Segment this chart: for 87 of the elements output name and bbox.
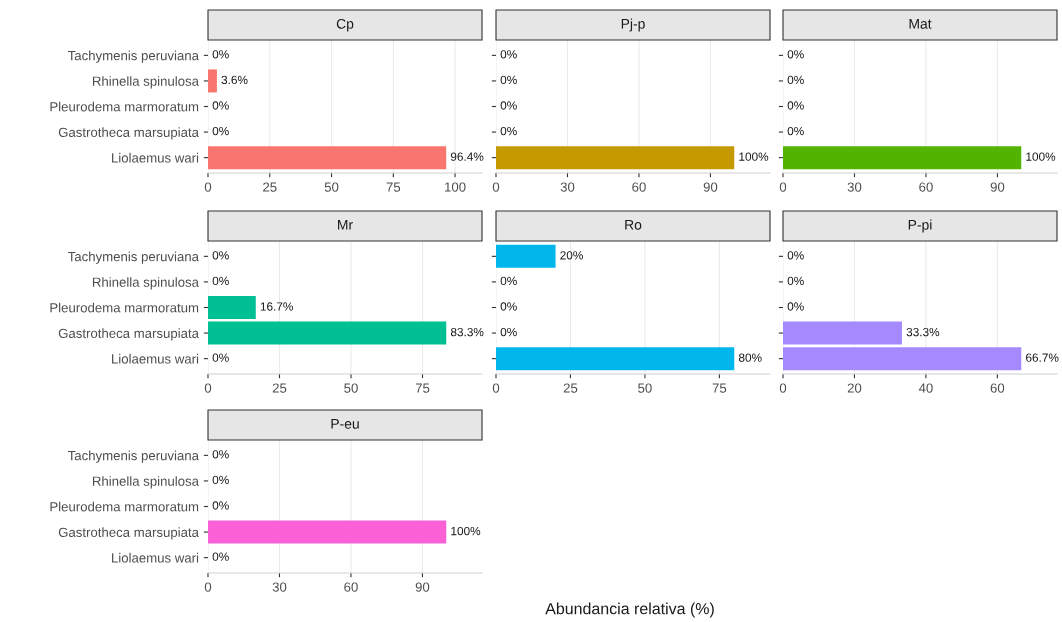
x-tick-label: 60 (990, 383, 1005, 393)
y-tick-label: Pleurodema marmoratum (50, 101, 199, 112)
chart-title: Pj-p (621, 18, 645, 32)
data-label: 16.7% (260, 302, 293, 311)
y-tick-label: Rhinella spinulosa (92, 476, 199, 489)
data-label: 100% (739, 152, 769, 161)
x-tick-label: 60 (344, 582, 358, 592)
data-label: 0% (500, 302, 517, 311)
chart-title: Cp (336, 18, 354, 32)
data-label: 20% (560, 251, 583, 260)
y-tick-label: Liolaemus wari (112, 152, 199, 163)
chart-title: P-pi (908, 219, 932, 233)
data-label: 0% (212, 475, 229, 485)
x-tick-label: 0 (492, 182, 500, 192)
x-tick-label: 0 (204, 182, 212, 192)
data-label: 0% (212, 251, 229, 260)
y-tick-label: Gastrotheca marsupiata (58, 527, 199, 540)
data-label: 33.3% (906, 327, 940, 337)
x-tick-label: 20 (847, 383, 862, 393)
x-tick-label: 30 (560, 182, 575, 192)
x-tick-label: 0 (204, 582, 212, 592)
x-tick-label: 30 (272, 582, 287, 592)
x-tick-label: 90 (990, 182, 1005, 192)
data-label: 0% (500, 327, 517, 337)
data-label: 3.6% (221, 75, 248, 85)
x-tick-label: 0 (492, 383, 500, 393)
y-tick-label: Tachymenis peruviana (68, 251, 199, 264)
y-tick-label: Liolaemus wari (112, 353, 199, 364)
data-label: 0% (212, 276, 229, 286)
y-tick-label: Rhinella spinulosa (92, 76, 199, 89)
data-label: 0% (500, 276, 517, 286)
data-label: 0% (500, 50, 517, 59)
data-label: 0% (787, 251, 804, 260)
x-tick-label: 90 (703, 182, 718, 192)
x-tick-label: 100 (445, 182, 466, 192)
x-tick-label: 25 (272, 383, 287, 393)
x-tick-label: 25 (263, 182, 277, 192)
x-tick-label: 50 (324, 182, 339, 192)
data-label: 0% (787, 75, 804, 85)
y-tick-label: Pleurodema marmoratum (50, 501, 199, 512)
data-label: 0% (787, 101, 804, 110)
data-label: 0% (500, 101, 517, 110)
y-tick-label: Gastrotheca marsupiata (58, 328, 199, 341)
data-label: 0% (212, 101, 229, 110)
y-tick-label: Rhinella spinulosa (92, 277, 199, 290)
data-label: 83.3% (450, 327, 484, 337)
chart-title: Mat (909, 19, 932, 29)
data-label: 96.4% (450, 152, 484, 161)
x-tick-label: 90 (415, 582, 430, 592)
chart-title: Mr (338, 220, 353, 230)
x-tick-label: 0 (204, 383, 212, 393)
data-label: 80% (738, 353, 762, 362)
data-label: 0% (212, 50, 229, 59)
x-tick-label: 75 (712, 383, 727, 393)
chart-title: Ro (625, 220, 642, 230)
x-tick-label: 60 (632, 182, 646, 192)
x-tick-label: 25 (563, 383, 578, 393)
data-label: 0% (212, 126, 229, 136)
data-label: 0% (787, 126, 804, 136)
data-label: 100% (451, 526, 481, 536)
y-tick-label: Tachymenis peruviana (68, 50, 199, 63)
chart-title: P-eu (331, 419, 359, 429)
x-tick-label: 60 (919, 182, 933, 192)
data-label: 0% (787, 276, 804, 286)
data-label: 0% (500, 75, 517, 85)
x-tick-label: 50 (638, 383, 652, 393)
data-label: 0% (787, 50, 804, 59)
x-tick-label: 30 (847, 182, 862, 192)
data-label: 0% (787, 302, 804, 311)
x-tick-label: 40 (918, 383, 933, 393)
x-tick-label: 0 (779, 383, 787, 393)
data-label: 0% (212, 552, 229, 561)
y-tick-label: Liolaemus wari (112, 552, 199, 563)
data-label: 66.7% (1026, 353, 1059, 362)
y-tick-label: Pleurodema marmoratum (50, 302, 199, 313)
x-tick-label: 75 (415, 383, 430, 393)
data-label: 100% (1026, 152, 1056, 161)
y-tick-label: Tachymenis peruviana (68, 450, 199, 463)
data-label: 0% (212, 353, 229, 362)
x-tick-label: 75 (386, 182, 401, 192)
data-label: 0% (212, 501, 229, 510)
x-axis-title: Abundancia relativa (%) (545, 602, 714, 618)
x-tick-label: 0 (779, 182, 787, 192)
y-tick-label: Gastrotheca marsupiata (58, 127, 199, 140)
x-tick-label: 50 (344, 383, 358, 393)
data-label: 0% (212, 450, 229, 459)
data-label: 0% (500, 126, 517, 136)
